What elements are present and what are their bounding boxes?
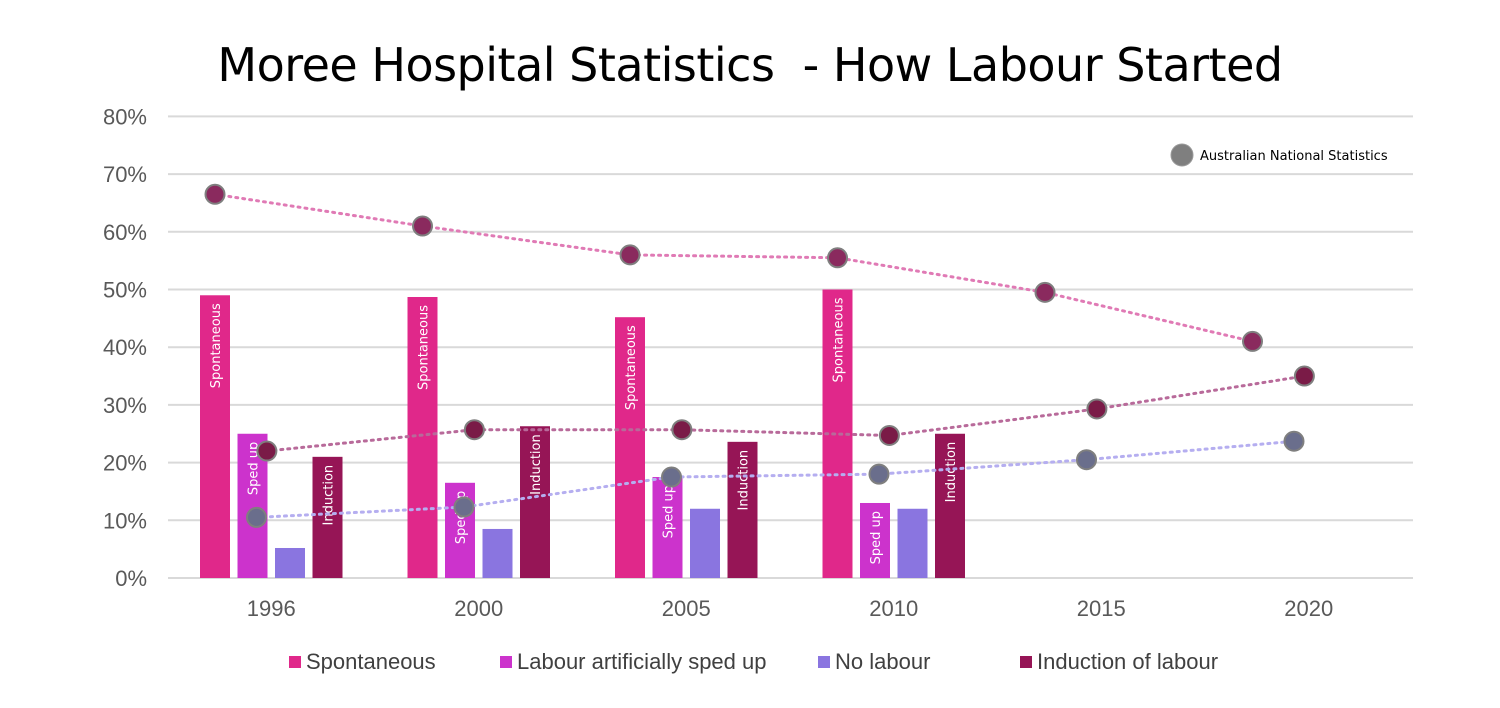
- national-point: [619, 244, 641, 266]
- national-series-line: [213, 192, 1254, 343]
- legend-label: Labour artificially sped up: [517, 649, 766, 674]
- y-tick-label: 50%: [103, 278, 147, 303]
- national-legend-marker: [1170, 143, 1194, 167]
- national-point: [827, 247, 848, 269]
- national-point: [1086, 398, 1108, 420]
- legend-swatch: [289, 656, 301, 668]
- national-point: [661, 466, 682, 488]
- national-point: [671, 419, 693, 441]
- national-point: [463, 419, 485, 441]
- bar-label: Induction: [944, 442, 959, 503]
- bar: [482, 528, 513, 578]
- legend-label: Spontaneous: [306, 649, 436, 674]
- x-axis-tick-labels: 1996 2000 2005 2010 2015 2020: [247, 596, 1333, 621]
- legend-swatch: [1020, 656, 1032, 668]
- y-tick-label: 10%: [103, 508, 147, 533]
- bar-label: Induction: [322, 465, 337, 526]
- legend-swatch: [818, 656, 830, 668]
- bar-label: Spontaneous: [209, 303, 224, 388]
- bar: [615, 317, 645, 578]
- legend: Spontaneous Labour artificially sped up No…: [289, 649, 1218, 674]
- x-tick-label: 2015: [1077, 596, 1126, 621]
- national-point: [1283, 430, 1305, 452]
- bar-label: Induction: [529, 434, 544, 495]
- bar-label: Spontaneous: [417, 305, 432, 390]
- x-tick-label: 1996: [247, 596, 296, 621]
- bar: [690, 508, 720, 578]
- national-lines-layer: [204, 183, 1315, 528]
- y-tick-label: 40%: [103, 335, 147, 360]
- bar-label: Spontaneous: [832, 297, 847, 382]
- national-point: [1076, 449, 1097, 471]
- bars-layer: Spontaneous Spontaneous Spontaneous Spontan…: [200, 289, 965, 578]
- bar: [935, 433, 965, 578]
- x-tick-label: 2010: [869, 596, 918, 621]
- chart-title: Moree Hospital Statistics - How Labour S…: [217, 38, 1283, 92]
- national-point: [412, 215, 433, 237]
- national-series-line: [265, 374, 1306, 453]
- legend-swatch: [500, 656, 512, 668]
- national-point: [878, 424, 900, 446]
- x-tick-label: 2005: [662, 596, 711, 621]
- national-point: [1034, 281, 1056, 303]
- bar: [860, 502, 890, 578]
- bar-label: Sped up: [662, 485, 677, 538]
- national-point: [868, 463, 890, 485]
- national-point: [453, 496, 475, 518]
- national-legend: Australian National Statistics: [1170, 143, 1388, 167]
- y-tick-label: 60%: [103, 220, 147, 245]
- y-tick-label: 70%: [103, 162, 147, 187]
- bar: [897, 508, 928, 578]
- legend-label: Induction of labour: [1037, 649, 1218, 674]
- bar: [407, 297, 438, 578]
- x-tick-label: 2020: [1284, 596, 1333, 621]
- national-point: [256, 440, 278, 462]
- national-point: [1293, 365, 1315, 387]
- y-tick-label: 0%: [115, 566, 147, 591]
- bar: [200, 295, 230, 578]
- national-point: [246, 506, 267, 528]
- national-point: [204, 183, 226, 205]
- bar-label: Spontaneous: [624, 325, 639, 410]
- national-series-line: [255, 439, 1296, 519]
- bar-label: Induction: [737, 450, 752, 511]
- national-point: [1242, 330, 1263, 352]
- grid-lines: [168, 115, 1413, 579]
- bar: [727, 441, 758, 578]
- x-tick-label: 2000: [454, 596, 503, 621]
- legend-label: No labour: [835, 649, 930, 674]
- bar: [652, 477, 683, 578]
- y-tick-label: 30%: [103, 393, 147, 418]
- bar: [520, 426, 550, 578]
- national-legend-label: Australian National Statistics: [1200, 149, 1388, 164]
- y-axis-tick-labels: 0% 10% 20% 30% 40% 50% 60% 70% 80%: [103, 104, 147, 591]
- bar: [312, 456, 343, 578]
- y-tick-label: 80%: [103, 104, 147, 129]
- y-tick-label: 20%: [103, 451, 147, 476]
- bar-label: Sped up: [869, 511, 884, 564]
- bar: [275, 547, 305, 578]
